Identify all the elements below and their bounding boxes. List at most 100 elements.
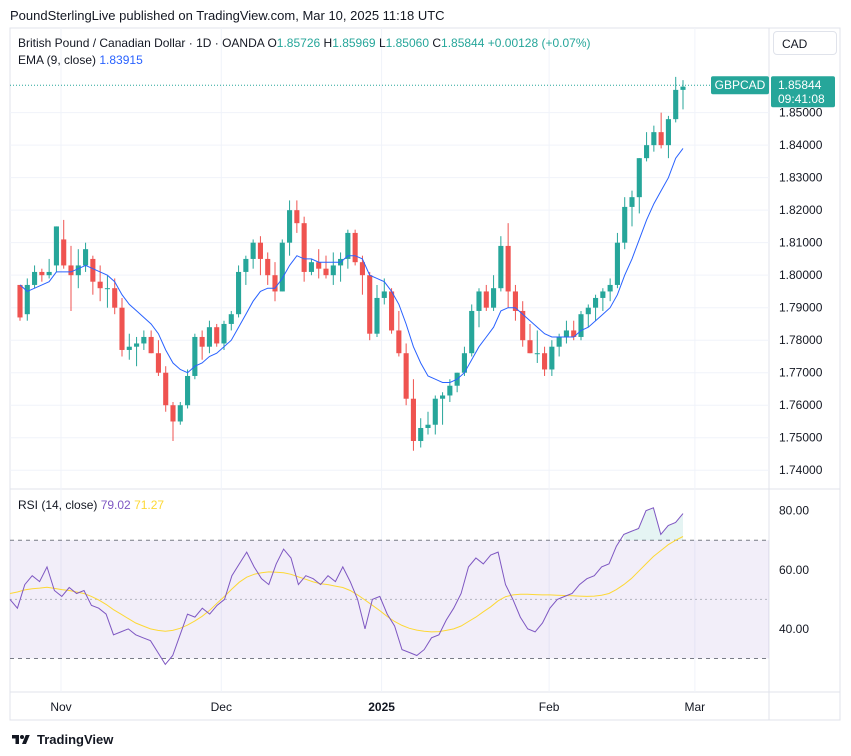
candle-body	[658, 132, 664, 146]
price-tick-label: 1.77000	[779, 366, 823, 380]
candle-body	[556, 336, 562, 347]
candlestick-series	[17, 76, 686, 451]
candle	[53, 226, 59, 272]
candle	[403, 343, 409, 406]
candle-body	[141, 336, 147, 344]
candle-body	[155, 353, 161, 373]
candle	[440, 392, 446, 425]
candle	[578, 310, 584, 341]
ema-legend: EMA (9, close) 1.83915	[18, 53, 143, 67]
candle-body	[614, 242, 620, 285]
symbol-title: British Pound / Canadian Dollar · 1D · O…	[18, 36, 265, 50]
candle	[527, 323, 533, 354]
candle	[607, 278, 613, 302]
candle-body	[316, 262, 322, 269]
rsi-axis: 40.00 60.00 80.00	[779, 504, 809, 636]
candle	[39, 268, 45, 282]
footer-brand-text: TradingView	[37, 732, 114, 747]
price-tag-symbol-bg	[711, 76, 769, 95]
candle-body	[367, 275, 373, 334]
candle-body	[600, 291, 606, 298]
candle-body	[97, 281, 103, 289]
rsi-tick-label: 80.00	[779, 504, 809, 518]
candle	[396, 310, 402, 357]
candle	[644, 132, 650, 162]
candle	[410, 379, 416, 451]
candle-body	[308, 262, 314, 272]
price-tick-label: 1.76000	[779, 398, 823, 412]
candle	[461, 346, 467, 376]
candle	[148, 330, 154, 354]
candle-body	[651, 132, 657, 146]
candle-body	[359, 262, 365, 276]
candle	[673, 76, 679, 123]
ema-label: EMA (9, close)	[18, 53, 97, 67]
candle-body	[483, 291, 489, 308]
candle-body	[39, 271, 45, 276]
footer-brand: TradingView	[10, 732, 113, 747]
candle	[454, 372, 460, 393]
high-label: H	[323, 36, 333, 50]
candle-body	[447, 385, 453, 396]
candle-body	[505, 245, 511, 292]
currency-button[interactable]: CAD	[773, 31, 837, 55]
candle-body	[90, 258, 96, 282]
candle	[330, 252, 336, 285]
candle-body	[61, 239, 67, 266]
candle-body	[134, 343, 140, 347]
candle	[17, 284, 23, 321]
candle-body	[272, 275, 278, 292]
symbol-legend: British Pound / Canadian Dollar · 1D · O…	[18, 36, 591, 50]
candle	[308, 258, 314, 276]
candle	[221, 320, 227, 350]
candle-body	[374, 297, 380, 334]
candle	[294, 200, 300, 233]
rsi-tick-label: 60.00	[779, 563, 809, 577]
time-tick-label: Dec	[211, 700, 232, 714]
candle-body	[148, 336, 154, 354]
candle-body	[68, 265, 74, 276]
candle	[469, 304, 475, 357]
candle-body	[352, 232, 358, 263]
candle	[316, 249, 322, 279]
time-tick-label: 2025	[368, 700, 395, 714]
price-tag-countdown: 09:41:08	[778, 92, 825, 106]
candle-body	[542, 353, 548, 370]
candle	[236, 265, 242, 318]
time-tick-label: Mar	[685, 700, 706, 714]
close-value: 1.85844	[441, 36, 485, 50]
rsi-tick-label: 40.00	[779, 622, 809, 636]
candle-body	[396, 330, 402, 354]
candle	[593, 294, 599, 321]
candle	[61, 219, 67, 269]
price-tick-label: 1.80000	[779, 268, 823, 282]
candle	[46, 258, 52, 279]
candle-body	[498, 245, 504, 289]
price-tick-label: 1.79000	[779, 301, 823, 315]
candle-body	[629, 197, 635, 207]
chart-frame	[9, 27, 841, 721]
candle-body	[75, 265, 81, 276]
candle-body	[403, 353, 409, 399]
candle	[228, 310, 234, 331]
candle	[301, 216, 307, 282]
candle-body	[83, 249, 89, 266]
candle	[90, 255, 96, 295]
candle-body	[214, 327, 220, 344]
candle-body	[301, 223, 307, 272]
price-tick-label: 1.82000	[779, 203, 823, 217]
candle-body	[323, 268, 329, 276]
candle-body	[243, 258, 249, 272]
candle	[177, 401, 183, 425]
price-tick-label: 1.81000	[779, 236, 823, 250]
candle	[600, 288, 606, 311]
candle-body	[585, 307, 591, 315]
candle	[185, 369, 191, 409]
candle	[141, 330, 147, 350]
candle-body	[520, 310, 526, 341]
tradingview-logo-icon	[12, 734, 30, 744]
candle-body	[644, 145, 650, 159]
time-axis: Nov Dec 2025 Feb Mar	[50, 700, 705, 714]
candle	[520, 301, 526, 347]
